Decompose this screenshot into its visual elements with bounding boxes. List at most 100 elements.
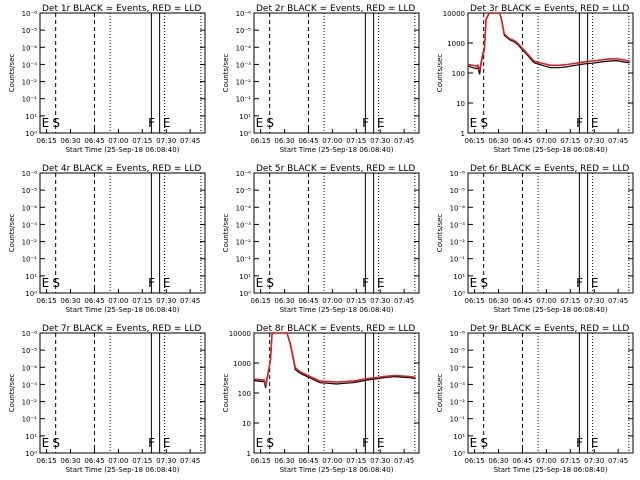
y-tick-label: 10⁰ bbox=[25, 130, 37, 138]
y-tick-label: 10⁻⁵ bbox=[450, 347, 466, 355]
x-tick-label: 07:30 bbox=[156, 137, 176, 145]
x-tick-label: 07:00 bbox=[108, 137, 128, 145]
event-marker-letter: E bbox=[591, 276, 599, 290]
x-tick-label: 06:15 bbox=[465, 297, 485, 305]
plot-frame bbox=[253, 172, 420, 294]
y-tick-label: 10⁻⁴ bbox=[22, 44, 38, 52]
y-tick-label: 10000 bbox=[443, 10, 465, 18]
y-axis-label: Counts/sec bbox=[436, 374, 444, 413]
x-tick-label: 06:15 bbox=[251, 137, 271, 145]
x-axis-label: Start Time (25-Sep-18 06:08:40) bbox=[494, 466, 608, 474]
panel-det-4: Det 4r BLACK = Events, RED = LLD 10⁰ 10¹ 10… bbox=[8, 164, 206, 314]
x-tick-label: 06:45 bbox=[298, 137, 318, 145]
y-tick-label: 10⁻² bbox=[22, 79, 38, 87]
x-tick-label: 06:45 bbox=[512, 457, 532, 465]
x-tick-label: 07:15 bbox=[132, 297, 152, 305]
y-tick-label: 10⁻⁵ bbox=[236, 187, 252, 195]
y-tick-label: 10⁻⁴ bbox=[236, 44, 252, 52]
y-tick-label: 10⁻⁵ bbox=[22, 27, 38, 35]
y-tick-label: 10⁻³ bbox=[450, 381, 466, 389]
y-tick-label: 10⁻⁵ bbox=[236, 27, 252, 35]
event-marker-letter: F bbox=[148, 116, 155, 130]
x-tick-label: 06:15 bbox=[465, 457, 485, 465]
panel-det-9: Det 9r BLACK = Events, RED = LLD 10⁰ 10¹ 10… bbox=[436, 324, 634, 474]
y-tick-label: 1000 bbox=[447, 40, 465, 48]
x-tick-label: 07:45 bbox=[180, 457, 200, 465]
event-marker-letter: S bbox=[266, 276, 274, 290]
event-marker-letter: F bbox=[362, 116, 369, 130]
x-tick-label: 07:30 bbox=[156, 457, 176, 465]
x-tick-label: 07:45 bbox=[608, 297, 628, 305]
event-marker-letter: F bbox=[576, 436, 583, 450]
panel-det-5: Det 5r BLACK = Events, RED = LLD 10⁰ 10¹ 10… bbox=[222, 164, 420, 314]
event-marker-letter: E bbox=[377, 276, 385, 290]
x-tick-label: 07:00 bbox=[536, 297, 556, 305]
event-marker-letter: E bbox=[256, 116, 264, 130]
x-tick-label: 06:30 bbox=[488, 297, 508, 305]
y-tick-label: 10⁻⁴ bbox=[450, 364, 466, 372]
x-tick-label: 06:30 bbox=[274, 457, 294, 465]
x-tick-label: 07:15 bbox=[346, 297, 366, 305]
x-tick-label: 07:30 bbox=[156, 297, 176, 305]
y-tick-label: 10⁻⁴ bbox=[236, 204, 252, 212]
y-tick-label: 1 bbox=[247, 450, 251, 458]
panel-det-8: Det 8r BLACK = Events, RED = LLD 1 10 100 10… bbox=[222, 324, 420, 474]
y-tick-label: 10⁻⁶ bbox=[450, 170, 466, 178]
event-marker-letter: F bbox=[148, 436, 155, 450]
panel-det-1: Det 1r BLACK = Events, RED = LLD 10⁰ 10¹ 10… bbox=[8, 4, 206, 154]
x-tick-label: 06:45 bbox=[512, 297, 532, 305]
x-tick-label: 07:00 bbox=[108, 297, 128, 305]
x-axis-label: Start Time (25-Sep-18 06:08:40) bbox=[66, 466, 180, 474]
x-tick-label: 07:30 bbox=[370, 137, 390, 145]
x-tick-label: 07:45 bbox=[180, 297, 200, 305]
y-tick-label: 100 bbox=[238, 390, 251, 398]
y-tick-label: 10⁻³ bbox=[236, 61, 252, 69]
panel-det-2: Det 2r BLACK = Events, RED = LLD 10⁰ 10¹ 10… bbox=[222, 4, 420, 154]
event-marker-letter: E bbox=[256, 276, 264, 290]
y-tick-label: 10⁻¹ bbox=[450, 256, 466, 264]
x-tick-label: 07:00 bbox=[322, 137, 342, 145]
plot-frame bbox=[467, 12, 634, 134]
y-tick-label: 10⁰ bbox=[25, 290, 37, 298]
event-marker-letter: E bbox=[591, 436, 599, 450]
event-marker-letter: S bbox=[480, 436, 488, 450]
x-axis-label: Start Time (25-Sep-18 06:08:40) bbox=[66, 146, 180, 154]
event-marker-letter: S bbox=[266, 436, 274, 450]
x-tick-label: 07:15 bbox=[346, 137, 366, 145]
y-tick-label: 10⁻¹ bbox=[236, 96, 252, 104]
x-axis-label: Start Time (25-Sep-18 06:08:40) bbox=[280, 146, 394, 154]
panel-title: Det 8r BLACK = Events, RED = LLD bbox=[256, 324, 415, 334]
y-axis-label: Counts/sec bbox=[8, 54, 16, 93]
series-line-events bbox=[253, 332, 416, 388]
y-tick-label: 10⁰ bbox=[239, 130, 251, 138]
event-marker-letter: F bbox=[576, 116, 583, 130]
event-marker-letter: E bbox=[591, 116, 599, 130]
x-tick-label: 06:30 bbox=[60, 297, 80, 305]
event-marker-letter: E bbox=[470, 436, 478, 450]
x-tick-label: 07:30 bbox=[584, 297, 604, 305]
y-tick-label: 10¹ bbox=[25, 433, 37, 441]
event-marker-letter: F bbox=[362, 436, 369, 450]
plot-frame bbox=[467, 172, 634, 294]
x-tick-label: 06:30 bbox=[60, 457, 80, 465]
panel-title: Det 5r BLACK = Events, RED = LLD bbox=[256, 164, 415, 174]
x-tick-label: 07:15 bbox=[132, 457, 152, 465]
x-tick-label: 07:15 bbox=[560, 457, 580, 465]
y-tick-label: 10⁻² bbox=[236, 239, 252, 247]
y-tick-label: 10¹ bbox=[453, 433, 465, 441]
event-marker-letter: E bbox=[377, 436, 385, 450]
y-tick-label: 10⁻⁴ bbox=[450, 204, 466, 212]
event-marker-letter: S bbox=[52, 276, 60, 290]
x-tick-label: 07:45 bbox=[180, 137, 200, 145]
y-tick-label: 10⁻⁶ bbox=[22, 170, 38, 178]
y-tick-label: 10⁻⁶ bbox=[22, 330, 38, 338]
y-tick-label: 10⁻⁴ bbox=[22, 204, 38, 212]
panel-title: Det 9r BLACK = Events, RED = LLD bbox=[470, 324, 629, 334]
y-tick-label: 10⁻¹ bbox=[450, 416, 466, 424]
y-tick-label: 10⁻⁶ bbox=[236, 10, 252, 18]
y-axis-label: Counts/sec bbox=[436, 214, 444, 253]
event-marker-letter: S bbox=[52, 436, 60, 450]
event-marker-letter: E bbox=[42, 276, 50, 290]
y-tick-label: 10⁻⁶ bbox=[450, 330, 466, 338]
